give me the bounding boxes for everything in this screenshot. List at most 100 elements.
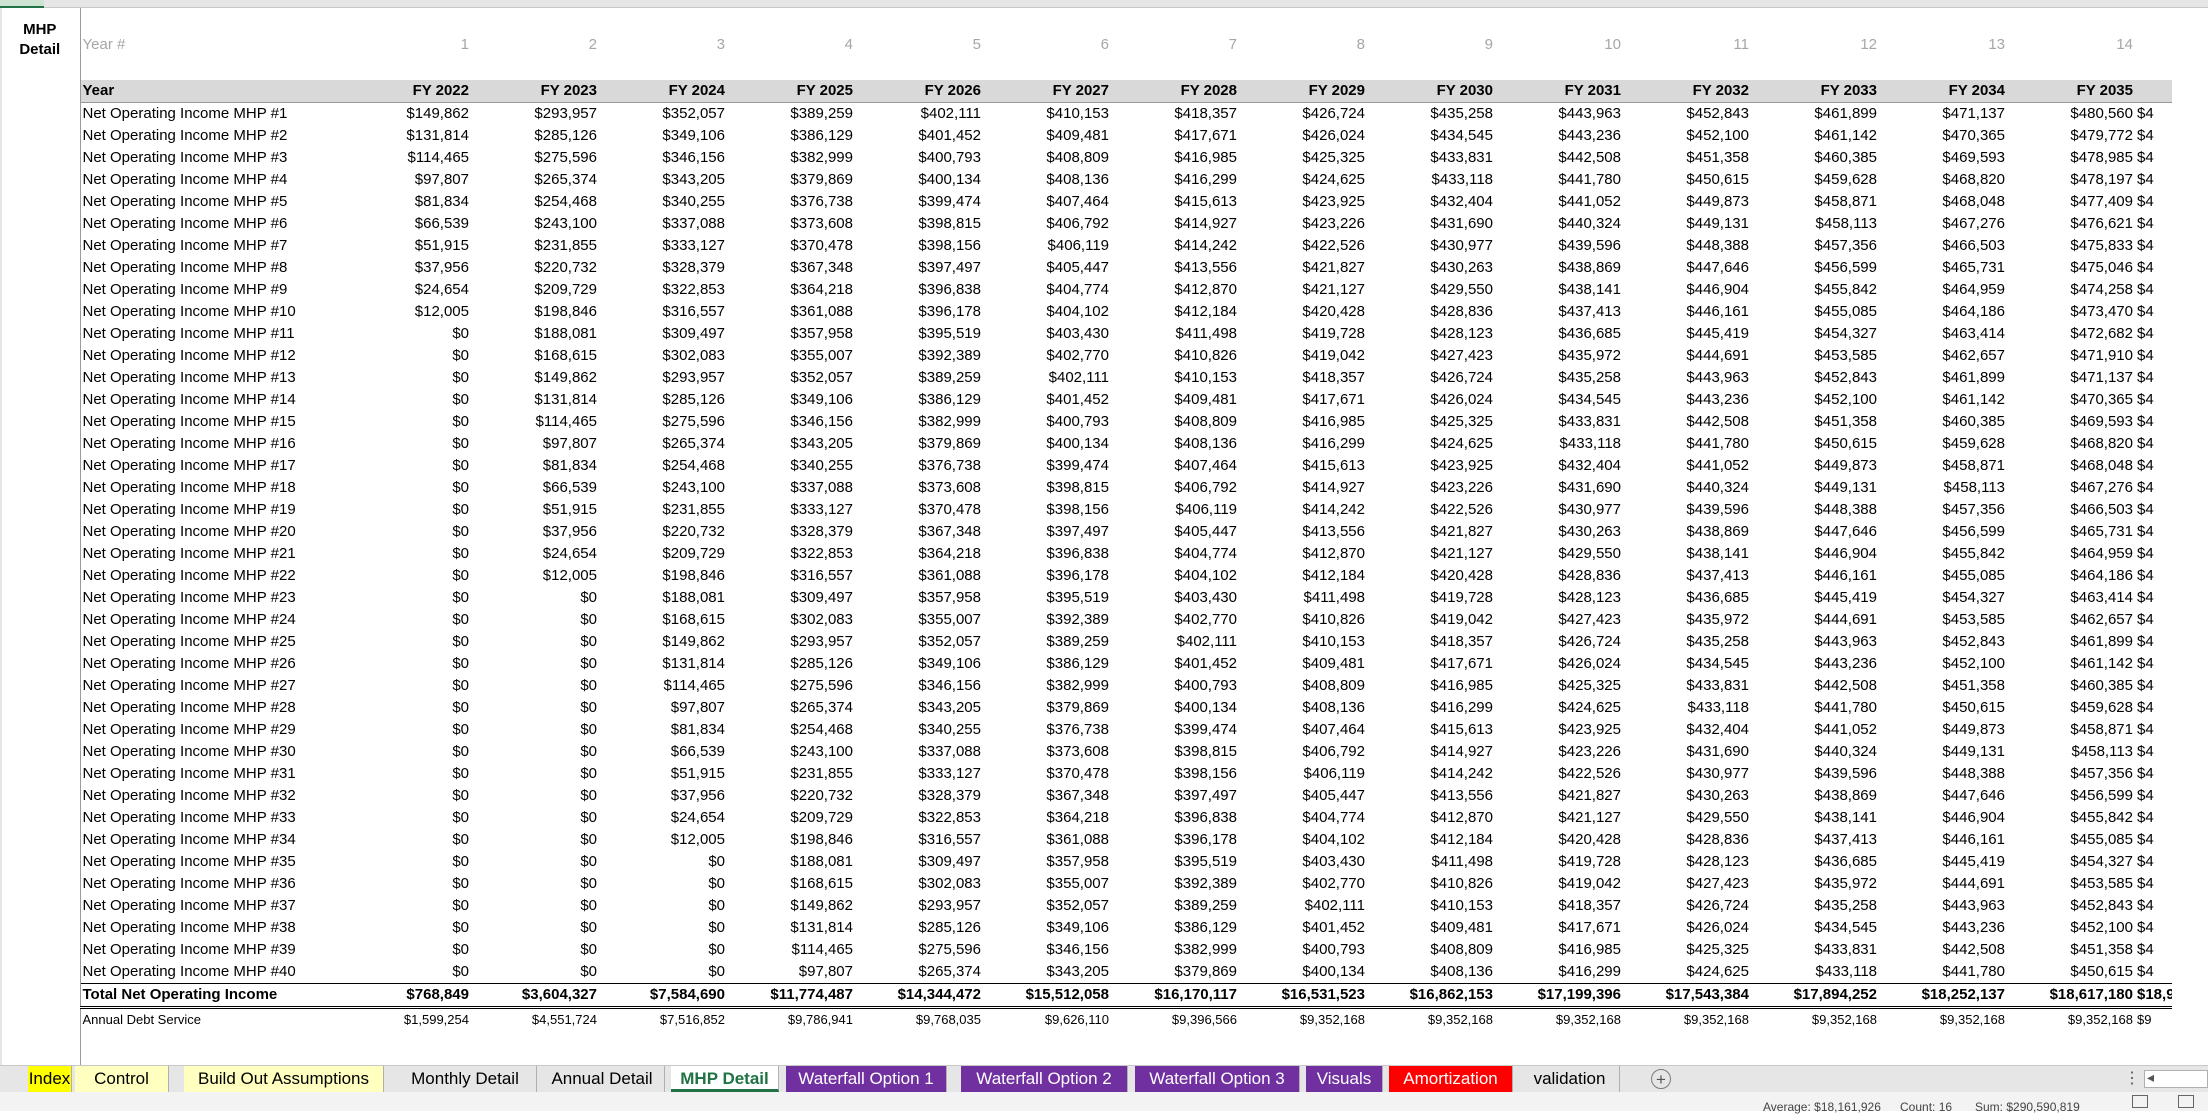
- noi-value-cell[interactable]: $322,853: [918, 809, 981, 826]
- noi-value-cell[interactable]: $459,628: [2070, 699, 2133, 716]
- noi-row-label[interactable]: Net Operating Income MHP #9: [82, 281, 288, 298]
- total-noi-cell[interactable]: $17,199,396: [1495, 983, 1623, 1009]
- noi-value-cell[interactable]: $220,732: [534, 259, 597, 276]
- noi-value-cell[interactable]: $410,153: [1302, 633, 1365, 650]
- fiscal-year-label[interactable]: Year: [80, 80, 343, 103]
- noi-value-cell[interactable]: $231,855: [662, 501, 725, 518]
- noi-value-cell[interactable]: $419,042: [1558, 875, 1621, 892]
- noi-value-cell[interactable]: $450,615: [1686, 171, 1749, 188]
- noi-value-cell[interactable]: $468,048: [2070, 457, 2133, 474]
- noi-value-cell[interactable]: $460,385: [2070, 677, 2133, 694]
- noi-value-cell[interactable]: $364,218: [1046, 809, 1109, 826]
- noi-value-cell[interactable]: $0: [580, 941, 597, 958]
- noi-value-cell[interactable]: $370,478: [1046, 765, 1109, 782]
- noi-value-cell[interactable]: $4: [2137, 391, 2154, 408]
- noi-row-label[interactable]: Net Operating Income MHP #4: [82, 171, 288, 188]
- noi-value-cell[interactable]: $24,654: [414, 281, 469, 298]
- noi-value-cell[interactable]: $4: [2137, 611, 2154, 628]
- noi-value-cell[interactable]: $456,599: [1942, 523, 2005, 540]
- noi-value-cell[interactable]: $471,910: [2070, 347, 2133, 364]
- noi-value-cell[interactable]: $0: [452, 765, 469, 782]
- noi-value-cell[interactable]: $434,545: [1430, 127, 1493, 144]
- noi-value-cell[interactable]: $293,957: [918, 897, 981, 914]
- noi-row-label[interactable]: Net Operating Income MHP #38: [82, 919, 296, 936]
- noi-value-cell[interactable]: $4: [2137, 413, 2154, 430]
- noi-value-cell[interactable]: $444,691: [1814, 611, 1877, 628]
- row-spacer-cell[interactable]: [0, 565, 81, 587]
- year-number-cell[interactable]: [2135, 8, 2172, 80]
- noi-value-cell[interactable]: $4: [2137, 677, 2154, 694]
- total-noi-cell[interactable]: $16,170,117: [1111, 983, 1239, 1009]
- noi-value-cell[interactable]: $4: [2137, 237, 2154, 254]
- row-spacer-cell[interactable]: [0, 521, 81, 543]
- noi-value-cell[interactable]: $376,738: [790, 193, 853, 210]
- noi-value-cell[interactable]: $412,184: [1302, 567, 1365, 584]
- sheet-tab-visuals[interactable]: Visuals: [1306, 1066, 1383, 1092]
- noi-value-cell[interactable]: $349,106: [918, 655, 981, 672]
- noi-value-cell[interactable]: $265,374: [918, 963, 981, 980]
- noi-value-cell[interactable]: $447,646: [1942, 787, 2005, 804]
- noi-value-cell[interactable]: $0: [580, 853, 597, 870]
- noi-value-cell[interactable]: $400,793: [1046, 413, 1109, 430]
- noi-row-label[interactable]: Net Operating Income MHP #32: [82, 787, 296, 804]
- noi-value-cell[interactable]: $439,596: [1558, 237, 1621, 254]
- noi-value-cell[interactable]: $451,358: [2070, 941, 2133, 958]
- noi-row-label[interactable]: Net Operating Income MHP #27: [82, 677, 296, 694]
- noi-value-cell[interactable]: $406,119: [1047, 237, 1109, 254]
- noi-value-cell[interactable]: $379,869: [918, 435, 981, 452]
- noi-value-cell[interactable]: $455,842: [1942, 545, 2005, 562]
- noi-row-label[interactable]: Net Operating Income MHP #20: [82, 523, 296, 540]
- noi-value-cell[interactable]: $438,869: [1686, 523, 1749, 540]
- noi-value-cell[interactable]: $446,161: [1814, 567, 1877, 584]
- row-spacer-cell[interactable]: [0, 279, 81, 301]
- noi-value-cell[interactable]: $131,814: [662, 655, 725, 672]
- noi-value-cell[interactable]: $392,389: [1174, 875, 1237, 892]
- row-spacer-cell[interactable]: [0, 587, 81, 609]
- row-spacer-cell[interactable]: [0, 323, 81, 345]
- noi-value-cell[interactable]: $0: [452, 787, 469, 804]
- noi-value-cell[interactable]: $461,142: [1814, 127, 1877, 144]
- noi-value-cell[interactable]: $4: [2137, 479, 2154, 496]
- debt-service-cell[interactable]: $9: [2137, 1012, 2152, 1027]
- fiscal-year-cell[interactable]: FY 2029: [1239, 80, 1367, 103]
- noi-value-cell[interactable]: $428,836: [1558, 567, 1621, 584]
- total-noi-label[interactable]: Total Net Operating Income: [80, 983, 343, 1009]
- noi-value-cell[interactable]: $265,374: [662, 435, 725, 452]
- noi-value-cell[interactable]: $97,807: [542, 435, 597, 452]
- noi-value-cell[interactable]: $24,654: [542, 545, 597, 562]
- noi-value-cell[interactable]: $293,957: [790, 633, 853, 650]
- blank-cell[interactable]: [2007, 1031, 2135, 1061]
- noi-value-cell[interactable]: $478,985: [2070, 149, 2133, 166]
- noi-value-cell[interactable]: $382,999: [1046, 677, 1109, 694]
- noi-value-cell[interactable]: $379,869: [1174, 963, 1237, 980]
- noi-value-cell[interactable]: $440,324: [1814, 743, 1877, 760]
- noi-value-cell[interactable]: $418,357: [1430, 633, 1493, 650]
- initial-cost-cell[interactable]: $0: [1239, 1061, 1367, 1065]
- noi-value-cell[interactable]: $433,831: [1686, 677, 1749, 694]
- noi-value-cell[interactable]: $446,161: [1942, 831, 2005, 848]
- noi-value-cell[interactable]: $400,793: [1302, 941, 1365, 958]
- noi-value-cell[interactable]: $407,464: [1174, 457, 1237, 474]
- row-spacer-cell[interactable]: [0, 1061, 81, 1065]
- noi-value-cell[interactable]: $392,389: [1046, 611, 1109, 628]
- noi-value-cell[interactable]: $97,807: [798, 963, 853, 980]
- noi-value-cell[interactable]: $231,855: [790, 765, 853, 782]
- noi-value-cell[interactable]: $430,263: [1686, 787, 1749, 804]
- noi-value-cell[interactable]: $450,615: [2070, 963, 2133, 980]
- noi-value-cell[interactable]: $328,379: [662, 259, 725, 276]
- row-spacer-cell[interactable]: [0, 609, 81, 631]
- noi-row-label[interactable]: Net Operating Income MHP #29: [82, 721, 296, 738]
- row-spacer-cell[interactable]: [0, 367, 81, 389]
- noi-value-cell[interactable]: $422,526: [1558, 765, 1621, 782]
- initial-cost-cell[interactable]: $0: [1367, 1061, 1495, 1065]
- noi-value-cell[interactable]: $428,123: [1686, 853, 1749, 870]
- sheet-tab-index[interactable]: Index: [28, 1066, 72, 1092]
- noi-value-cell[interactable]: $458,871: [2070, 721, 2133, 738]
- noi-value-cell[interactable]: $455,085: [2070, 831, 2133, 848]
- noi-value-cell[interactable]: $403,430: [1174, 589, 1237, 606]
- noi-value-cell[interactable]: $452,100: [1814, 391, 1877, 408]
- noi-value-cell[interactable]: $402,770: [1046, 347, 1109, 364]
- noi-row-label[interactable]: Net Operating Income MHP #17: [82, 457, 296, 474]
- noi-value-cell[interactable]: $427,423: [1558, 611, 1621, 628]
- noi-value-cell[interactable]: $402,111: [1176, 633, 1237, 650]
